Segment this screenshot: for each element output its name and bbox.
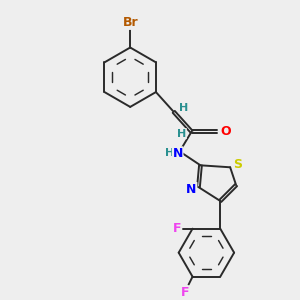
Text: O: O [220,125,230,138]
Text: F: F [180,286,189,299]
Text: N: N [172,147,183,160]
Text: S: S [234,158,243,171]
Text: N: N [186,183,197,196]
Text: Br: Br [122,16,138,29]
Text: F: F [172,222,181,235]
Text: H: H [177,129,186,139]
Text: H: H [179,103,188,113]
Text: H: H [165,148,174,158]
